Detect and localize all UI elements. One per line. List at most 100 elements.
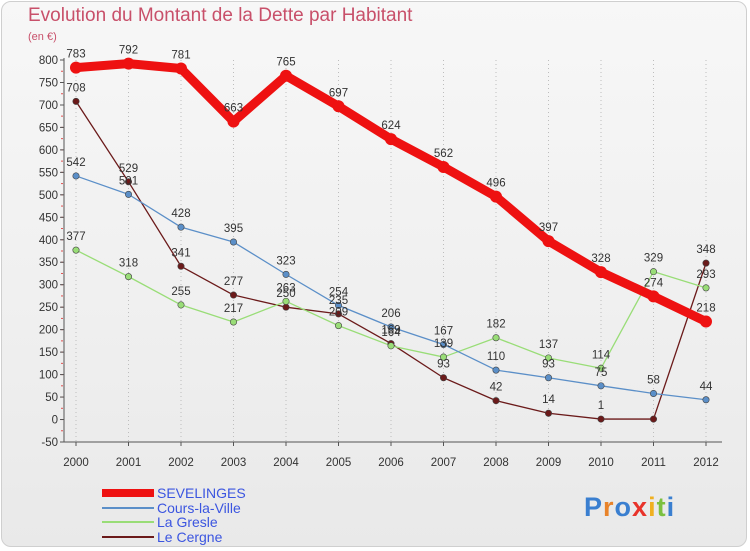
data-point: [334, 301, 342, 309]
data-point: [177, 301, 185, 309]
data-label: 58: [647, 374, 660, 386]
legend-item: Cours-la-Ville: [102, 499, 362, 516]
y-tick-label: 300: [39, 280, 58, 292]
y-tick-label: 600: [39, 145, 58, 157]
y-tick-label: 50: [45, 392, 58, 404]
y-tick-label: 550: [39, 167, 58, 179]
data-label: 139: [434, 338, 453, 350]
data-point: [702, 396, 710, 404]
data-label: 529: [119, 163, 138, 175]
data-point: [72, 172, 80, 180]
y-tick-label: 700: [39, 100, 58, 112]
legend-item: Le Cergne: [102, 529, 362, 544]
data-point: [492, 334, 500, 342]
data-point: [334, 322, 342, 330]
data-label: 395: [224, 223, 243, 235]
chart-unit: (en €): [28, 31, 57, 43]
data-point: [597, 382, 605, 390]
y-tick-label: 350: [39, 257, 58, 269]
data-point: [175, 62, 187, 75]
data-point: [387, 342, 395, 350]
legend-label: Cours-la-Ville: [157, 499, 241, 516]
data-point: [439, 340, 447, 348]
data-point: [72, 246, 80, 254]
data-point: [437, 160, 450, 173]
data-point: [227, 115, 240, 128]
chart-title: Evolution du Montant de la Dette par Hab…: [28, 5, 413, 26]
data-label: 318: [119, 258, 138, 270]
x-tick-label: 2005: [326, 457, 352, 469]
data-point: [544, 374, 552, 382]
data-point: [544, 354, 552, 362]
data-label: 329: [644, 253, 663, 265]
data-label: 781: [171, 50, 190, 62]
y-tick-label: 800: [39, 55, 58, 67]
data-label: 428: [171, 208, 190, 220]
y-tick-label: 650: [39, 122, 58, 134]
data-point: [334, 310, 342, 318]
data-point: [282, 270, 290, 278]
data-label: 496: [486, 178, 505, 190]
legend-item: SEVELINGES: [102, 486, 362, 501]
data-point: [492, 366, 500, 374]
data-point: [492, 397, 500, 405]
data-point: [177, 223, 185, 231]
y-tick-label: 500: [39, 190, 58, 202]
data-point: [125, 273, 133, 281]
y-tick-label: 400: [39, 235, 58, 247]
logo-letter: r: [603, 492, 615, 522]
data-point: [280, 69, 292, 82]
y-tick-label: 450: [39, 212, 58, 224]
x-tick-label: 2009: [536, 457, 562, 469]
y-tick-label: 100: [39, 370, 58, 382]
data-label: 169: [381, 325, 400, 337]
data-label: 323: [276, 255, 295, 267]
logo-letter: P: [584, 492, 604, 522]
data-label: 14: [542, 394, 555, 406]
data-label: 206: [381, 308, 400, 320]
logo-letter: o: [614, 492, 633, 522]
data-label: 167: [434, 325, 453, 337]
line-chart: -50 0 50 100 150 200 250 300 350 400 450 500 550 600 6…: [39, 45, 722, 469]
data-label: 293: [696, 269, 715, 281]
legend-swatch: [102, 535, 154, 538]
data-label: 397: [539, 222, 558, 234]
data-label: 235: [329, 295, 348, 307]
data-point: [490, 190, 502, 203]
data-point: [332, 100, 345, 113]
data-point: [597, 415, 605, 423]
data-label: 182: [486, 319, 505, 331]
data-point: [72, 97, 80, 105]
data-label: 341: [171, 247, 190, 259]
data-label: 562: [434, 148, 453, 160]
data-point: [702, 259, 710, 267]
data-label: 254: [329, 286, 349, 298]
data-point: [230, 318, 238, 326]
data-point: [125, 178, 133, 186]
data-point: [439, 353, 447, 361]
series-points: [70, 57, 712, 423]
data-point: [649, 268, 657, 276]
data-point: [700, 315, 712, 328]
data-point: [122, 57, 135, 70]
data-label: 1: [598, 400, 604, 412]
data-label: 501: [119, 175, 138, 187]
y-tick-label: 250: [39, 302, 58, 314]
data-point: [282, 303, 290, 311]
data-point: [595, 266, 607, 279]
data-label: 93: [542, 359, 555, 371]
data-point: [385, 133, 397, 146]
data-label: 114: [592, 349, 611, 361]
data-label: 137: [539, 339, 558, 351]
data-label: 218: [696, 303, 715, 315]
data-point: [649, 389, 657, 397]
data-label: 328: [591, 253, 610, 265]
data-label: 263: [276, 282, 295, 294]
data-label: 75: [595, 367, 608, 379]
proxiti-logo: Proxiti: [584, 492, 675, 523]
data-label: 42: [490, 382, 503, 394]
data-label: 250: [276, 288, 295, 300]
x-tick-label: 2000: [63, 457, 89, 469]
data-label: 624: [381, 120, 401, 132]
